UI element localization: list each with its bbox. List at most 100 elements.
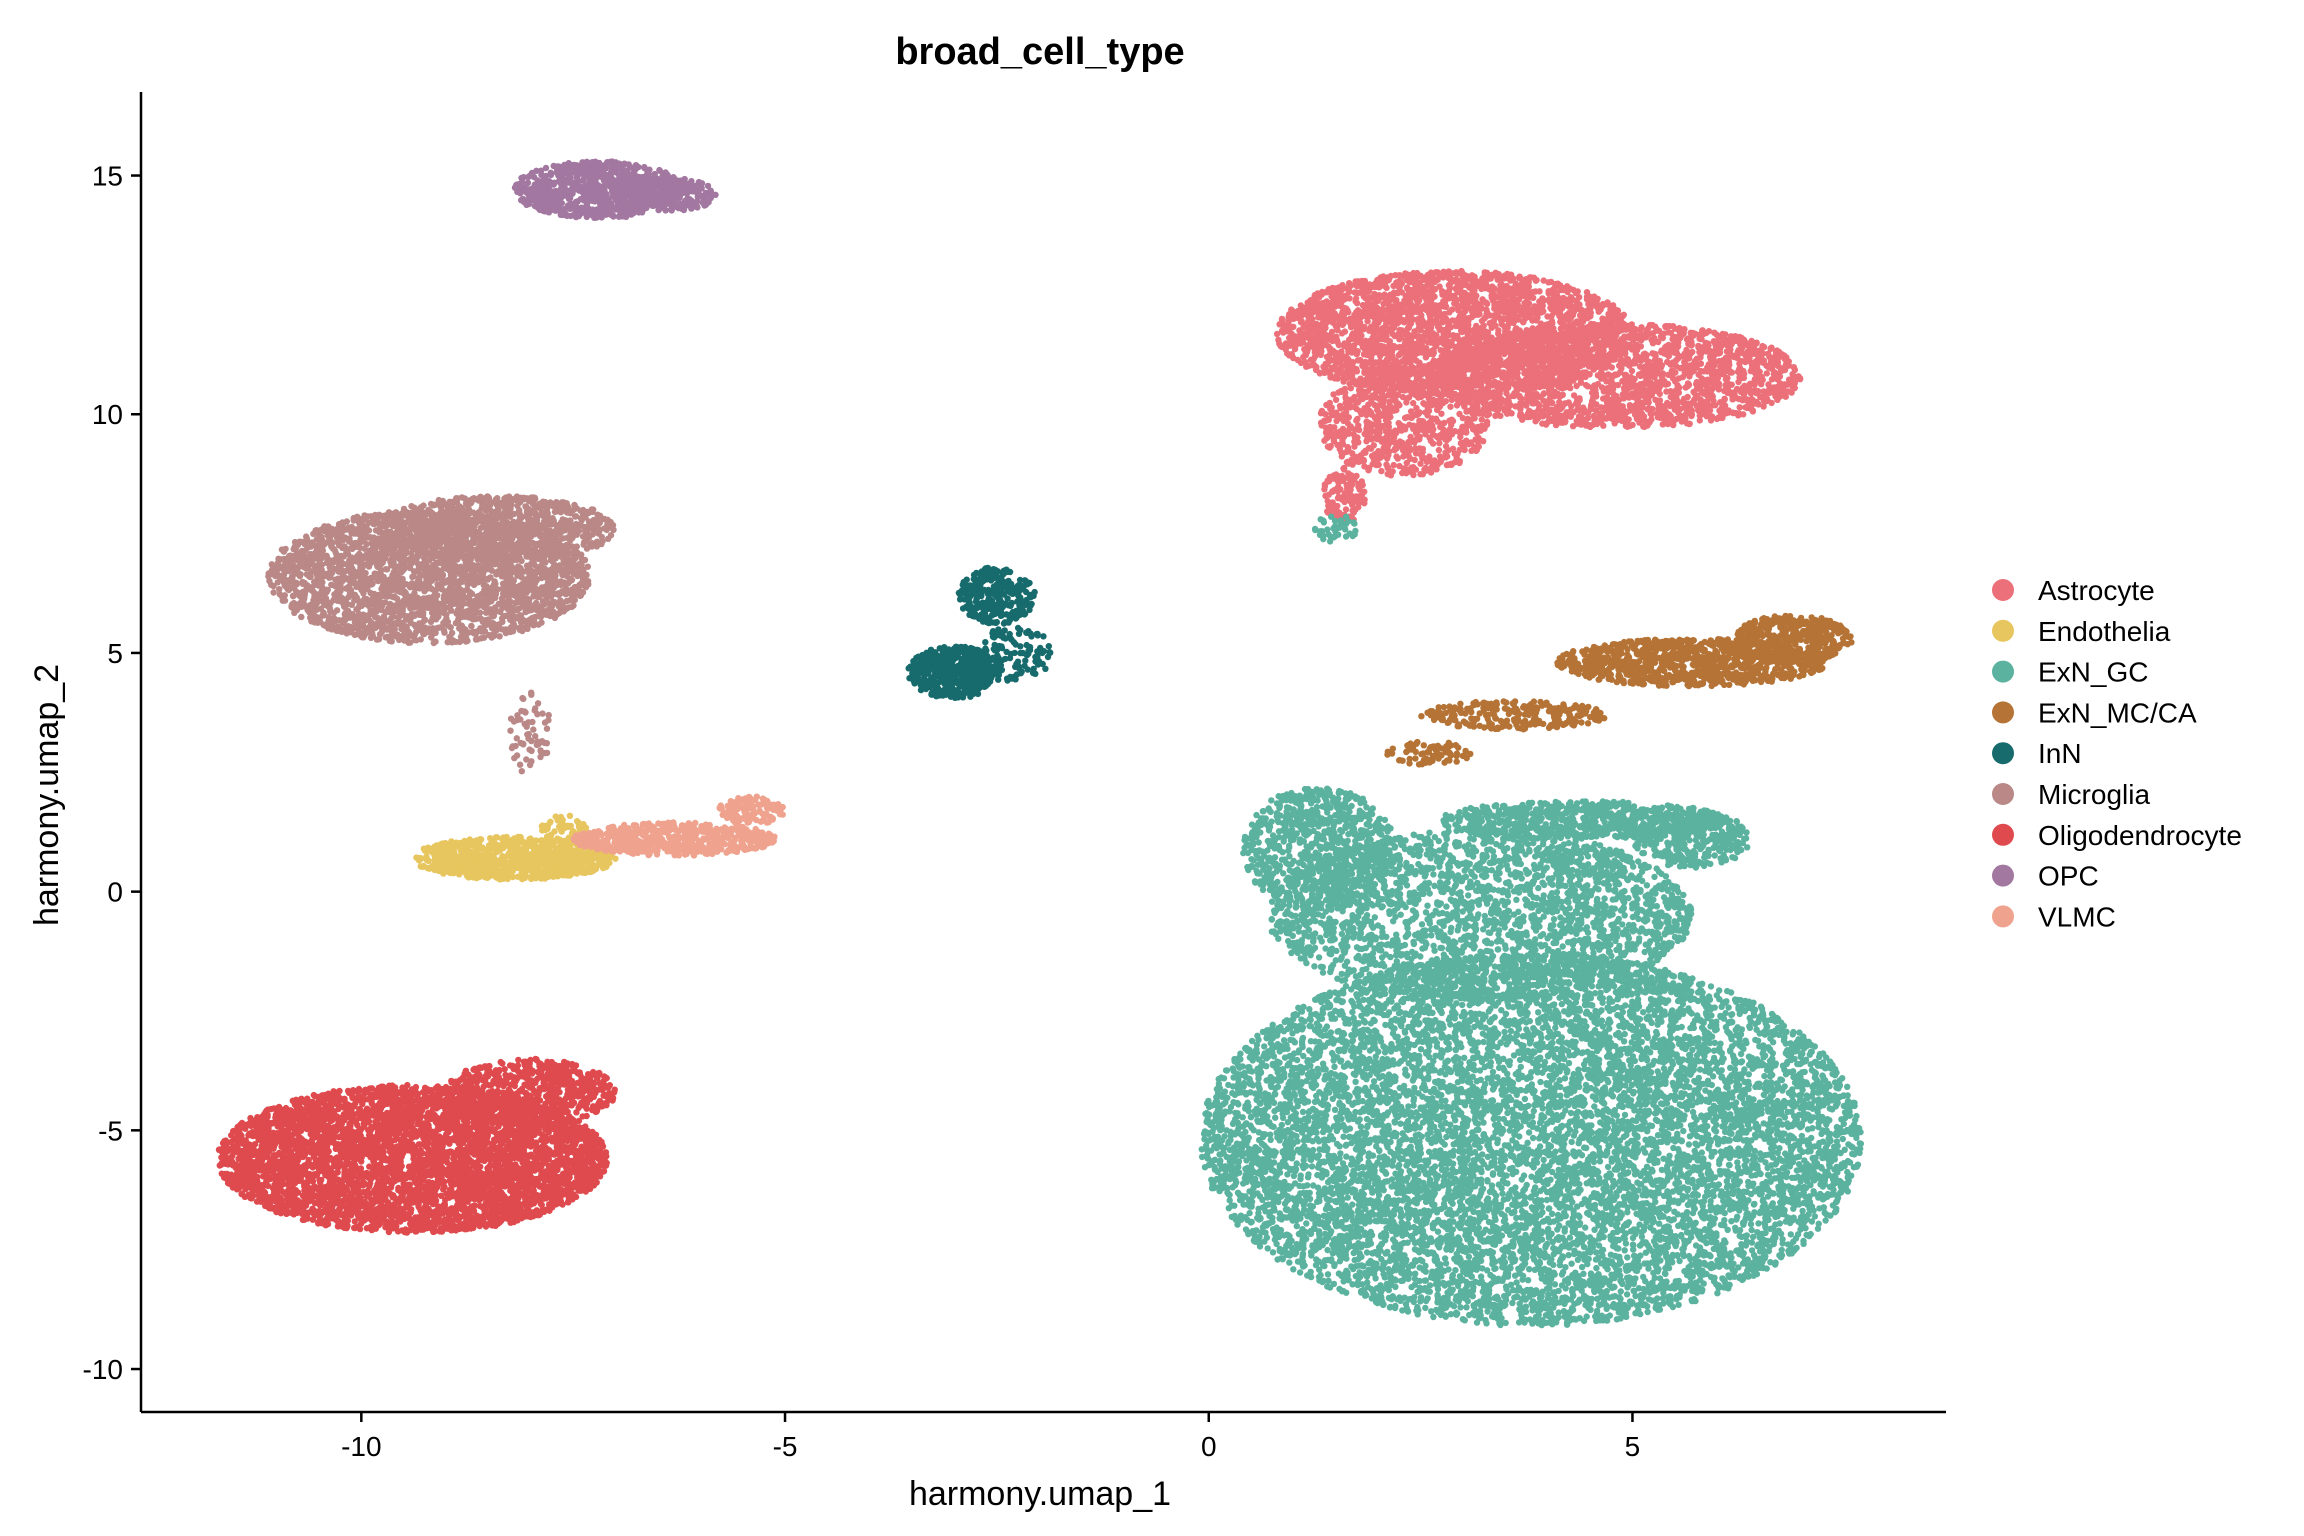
data-point (1391, 297, 1397, 303)
data-point (1668, 330, 1674, 336)
data-point (1492, 413, 1498, 419)
data-point (1542, 351, 1548, 357)
data-point (1588, 403, 1594, 409)
data-point (1377, 358, 1383, 364)
data-point (1548, 325, 1554, 331)
data-point (1311, 325, 1317, 331)
data-point (1637, 364, 1643, 370)
data-point (1334, 368, 1340, 374)
data-point (1509, 314, 1515, 320)
data-point (1327, 374, 1333, 380)
data-point (1709, 413, 1715, 419)
data-point (1473, 374, 1479, 380)
data-point (1737, 365, 1743, 371)
data-point (1484, 270, 1490, 276)
data-point (1764, 370, 1770, 376)
data-point (1652, 353, 1658, 359)
data-point (1444, 344, 1450, 350)
data-point (1342, 328, 1348, 334)
data-point (1561, 287, 1567, 293)
data-point (1454, 402, 1460, 408)
data-point (1548, 341, 1554, 347)
data-point (1472, 436, 1478, 442)
data-point (1693, 364, 1699, 370)
data-point (1555, 383, 1561, 389)
data-point (1507, 402, 1513, 408)
data-point (1585, 383, 1591, 389)
data-point (1712, 351, 1718, 357)
data-point (1632, 382, 1638, 388)
data-point (1533, 391, 1539, 397)
data-point (1465, 321, 1471, 327)
data-point (1565, 303, 1571, 309)
data-point (1452, 356, 1458, 362)
data-point (1705, 380, 1711, 386)
data-point (1495, 384, 1501, 390)
data-point (1353, 295, 1359, 301)
data-point (1688, 407, 1694, 413)
data-point (1726, 339, 1732, 345)
data-point (1565, 384, 1571, 390)
data-point (1755, 388, 1761, 394)
data-point (1319, 332, 1325, 338)
data-point (1491, 397, 1497, 403)
data-point (1586, 423, 1592, 429)
data-point (1361, 368, 1367, 374)
data-point (1424, 324, 1430, 330)
data-point (1435, 337, 1441, 343)
data-point (1408, 273, 1414, 279)
data-point (1383, 321, 1389, 327)
data-point (1694, 386, 1700, 392)
data-point (1463, 349, 1469, 355)
data-point (1454, 304, 1460, 310)
data-point (1623, 372, 1629, 378)
data-point (1691, 398, 1697, 404)
data-point (1529, 384, 1535, 390)
data-point (1684, 420, 1690, 426)
data-point (1473, 293, 1479, 299)
data-point (1720, 406, 1726, 412)
data-point (1479, 318, 1485, 324)
data-point (1584, 294, 1590, 300)
data-point (1713, 345, 1719, 351)
data-point (1556, 393, 1562, 399)
data-point (1685, 383, 1691, 389)
data-point (1621, 321, 1627, 327)
data-point (1570, 296, 1576, 302)
data-point (1382, 335, 1388, 341)
data-point (1301, 332, 1307, 338)
data-point (1661, 331, 1667, 337)
data-point (1460, 415, 1466, 421)
data-point (1404, 285, 1410, 291)
data-point (1704, 401, 1710, 407)
data-point (1601, 388, 1607, 394)
data-point (1641, 400, 1647, 406)
data-point (1717, 364, 1723, 370)
data-point (1739, 375, 1745, 381)
data-point (1761, 357, 1767, 363)
data-point (1611, 316, 1617, 322)
data-point (1549, 306, 1555, 312)
data-point (1716, 337, 1722, 343)
data-point (1697, 417, 1703, 423)
data-point (1629, 390, 1635, 396)
data-point (1699, 328, 1705, 334)
series-astrocyte (1274, 268, 1803, 526)
data-point (1616, 363, 1622, 369)
data-point (1326, 417, 1332, 423)
data-point (1346, 282, 1352, 288)
data-point (1737, 404, 1743, 410)
data-point (1358, 332, 1364, 338)
data-point (1726, 354, 1732, 360)
data-point (1738, 335, 1744, 341)
data-point (1525, 389, 1531, 395)
data-point (1353, 289, 1359, 295)
data-point (1594, 346, 1600, 352)
data-point (1661, 420, 1667, 426)
data-point (1772, 375, 1778, 381)
data-point (1368, 354, 1374, 360)
data-point (1349, 336, 1355, 342)
data-point (1694, 379, 1700, 385)
data-point (1754, 352, 1760, 358)
data-point (1689, 349, 1695, 355)
